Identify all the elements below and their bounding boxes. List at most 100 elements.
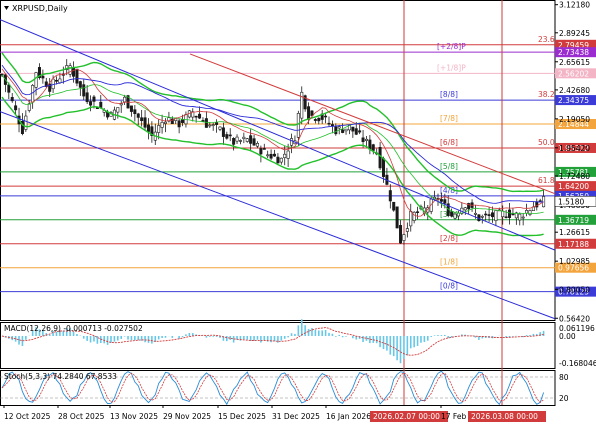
candle-body (146, 124, 150, 132)
price-tick-label: 1.26615 (559, 228, 590, 237)
candle-body (136, 113, 140, 118)
candle-body (252, 138, 256, 146)
candle-body (402, 234, 406, 241)
candle-body (371, 144, 375, 151)
candle-body (31, 85, 35, 103)
candle-body (405, 228, 409, 232)
candle-body (181, 119, 185, 123)
candle-body (300, 91, 304, 119)
trend-red-line (189, 53, 556, 195)
candle-body (37, 67, 41, 78)
candle-body (24, 115, 28, 130)
time-marker-box (370, 411, 448, 422)
candle-body (51, 78, 55, 90)
level-price-box (555, 214, 596, 225)
candle-body (54, 79, 58, 82)
x-tick-label: 31 Dec 2025 (272, 412, 320, 421)
candle-body (7, 84, 11, 93)
candle-body (494, 210, 498, 221)
candle-body (198, 113, 202, 119)
level-price-box (555, 286, 596, 297)
x-tick-label: 29 Nov 2025 (163, 412, 211, 421)
candle-body (504, 216, 508, 219)
candle-body (341, 129, 345, 133)
murrey-label: [+1/8]P (437, 63, 466, 72)
murrey-label: [+2/8]P (437, 42, 466, 51)
candle-body (484, 213, 488, 216)
candle-body (58, 78, 62, 83)
candle-body (467, 203, 471, 210)
triangle-down-icon (4, 6, 9, 10)
candle-body (262, 148, 266, 150)
candle-body (259, 148, 263, 155)
macd-tick-label: 0.061196 (559, 324, 595, 333)
candle-body (313, 119, 317, 121)
candle-body (514, 212, 518, 219)
level-price-box (555, 47, 596, 58)
level-price-label: 2.56202 (558, 69, 589, 78)
level-price-label: 1.75781 (558, 168, 589, 177)
candle-body (368, 139, 372, 150)
candle-body (150, 126, 154, 136)
candle-body (14, 105, 18, 111)
macd-tick-label: -0.168046 (559, 359, 596, 368)
murrey-label: [4/8] (440, 186, 458, 195)
candle-body (272, 153, 276, 157)
time-marker-box (468, 411, 546, 422)
candle-body (116, 107, 120, 113)
chart-title: XRPUSD,Daily (12, 4, 68, 13)
candle-body (140, 117, 144, 122)
candle-body (364, 138, 368, 141)
bollinger-upper-line (1, 52, 544, 193)
current-price-box (554, 196, 596, 207)
macd-histogram-group (4, 319, 545, 364)
candle-body (337, 126, 341, 129)
candle-body (235, 136, 239, 142)
murrey-label: [5/8] (440, 162, 458, 171)
candle-body (358, 130, 362, 133)
candles-group (0, 59, 546, 245)
candle-body (518, 213, 522, 221)
candle-body (82, 84, 86, 97)
candle-body (283, 153, 287, 159)
murrey-label: [7/8] (440, 114, 458, 123)
candle-body (296, 113, 300, 138)
candle-body (255, 143, 259, 147)
candle-body (395, 206, 399, 229)
level-price-label: 0.78125 (558, 288, 589, 297)
level-price-label: 1.36719 (558, 216, 589, 225)
price-tick-label: 2.65615 (559, 58, 590, 67)
level-price-label: 2.73438 (558, 48, 589, 57)
price-tick-label: 2.42680 (559, 86, 590, 95)
candle-body (123, 96, 127, 103)
candle-body (269, 153, 273, 159)
candle-body (238, 140, 242, 142)
level-price-label: 0.97656 (558, 264, 589, 273)
candle-body (177, 120, 181, 128)
candle-body (439, 199, 443, 202)
candle-body (508, 209, 512, 218)
price-tick-label: 2.89245 (559, 29, 590, 38)
candle-body (34, 72, 38, 88)
price-tick-label: 1.72480 (559, 172, 590, 181)
x-tick-label: 16 Jan 2026 (326, 412, 371, 421)
level-price-box (555, 238, 596, 249)
candle-body (41, 75, 45, 79)
candle-body (416, 211, 420, 214)
candle-body (10, 97, 14, 102)
level-price-box (555, 181, 596, 192)
candle-body (378, 147, 382, 169)
stoch-tick-label: 20 (559, 394, 569, 403)
candle-body (44, 81, 48, 87)
candle-body (303, 95, 307, 110)
candle-body (249, 135, 253, 144)
candle-body (167, 117, 171, 122)
ma-red-line (1, 68, 544, 217)
candle-body (27, 103, 31, 111)
candle-body (351, 126, 355, 132)
candle-body (324, 115, 328, 118)
price-tick-label: 3.12180 (559, 1, 590, 10)
candle-body (75, 68, 79, 84)
candle-body (164, 121, 168, 124)
